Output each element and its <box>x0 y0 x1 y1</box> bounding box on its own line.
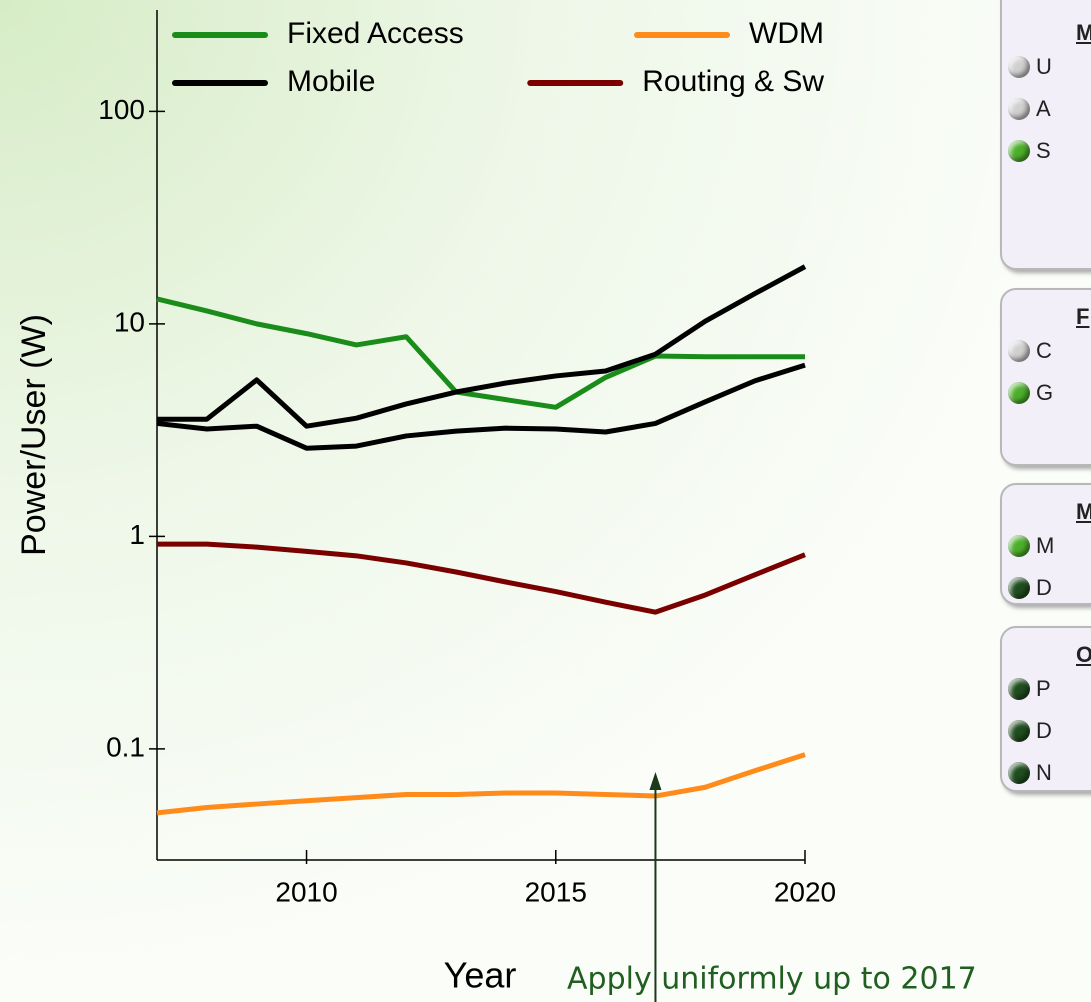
item-label: M <box>1036 533 1055 558</box>
item-label: D <box>1036 718 1052 743</box>
status-dot <box>1008 140 1030 162</box>
legend-label: Fixed Access <box>287 17 464 50</box>
panel-item: U <box>1008 46 1091 88</box>
y-tick-label: 100 <box>98 94 145 125</box>
item-label: D <box>1036 575 1052 600</box>
line <box>156 362 806 451</box>
y-tick-label: 1 <box>129 519 145 550</box>
x-axis-label: Year <box>444 955 517 996</box>
status-dot <box>1008 535 1030 557</box>
item-label: C <box>1036 338 1052 363</box>
status-dot <box>1008 678 1030 700</box>
y-axis-label: Power/User (W) <box>15 314 53 556</box>
status-dot <box>1008 340 1030 362</box>
item-label: A <box>1036 96 1051 121</box>
line <box>156 296 805 410</box>
panel-item: A <box>1008 88 1091 130</box>
legend-label: Mobile <box>287 65 375 98</box>
panel-item: N <box>1008 752 1091 794</box>
line <box>157 264 807 429</box>
panel-item: D <box>1008 567 1091 609</box>
x-tick-label: 2015 <box>525 876 587 907</box>
x-tick-label: 2020 <box>774 876 836 907</box>
x-tick-label: 2010 <box>275 876 337 907</box>
panel-item: P <box>1008 668 1091 710</box>
annotation: Apply uniformly up to 2017 <box>567 962 977 997</box>
annotation-arrowhead <box>649 772 662 790</box>
item-label: P <box>1036 676 1051 701</box>
panel-item: G <box>1008 372 1091 414</box>
panel-heading: M <box>1076 20 1091 45</box>
item-label: U <box>1036 54 1052 79</box>
panel-item: D <box>1008 710 1091 752</box>
line <box>157 541 806 615</box>
status-dot <box>1008 577 1030 599</box>
item-label: G <box>1036 380 1054 405</box>
status-dot <box>1008 98 1030 120</box>
status-dot <box>1008 762 1030 784</box>
y-tick-label: 0.1 <box>106 731 145 762</box>
y-tick-label: 10 <box>114 306 145 337</box>
panel-item: C <box>1008 330 1091 372</box>
status-dot <box>1008 382 1030 404</box>
status-dot <box>1008 56 1030 78</box>
item-label: S <box>1036 138 1051 163</box>
legend-label: Routing & Sw <box>642 65 824 98</box>
item-label: N <box>1036 760 1052 785</box>
panel-heading: M <box>1076 499 1091 524</box>
panel-heading: O <box>1076 642 1091 667</box>
legend-label: WDM <box>749 17 824 50</box>
panel-item: M <box>1008 525 1091 567</box>
line <box>156 752 806 816</box>
panel-item: S <box>1008 130 1091 172</box>
status-dot <box>1008 720 1030 742</box>
panel-heading: F <box>1076 304 1090 329</box>
